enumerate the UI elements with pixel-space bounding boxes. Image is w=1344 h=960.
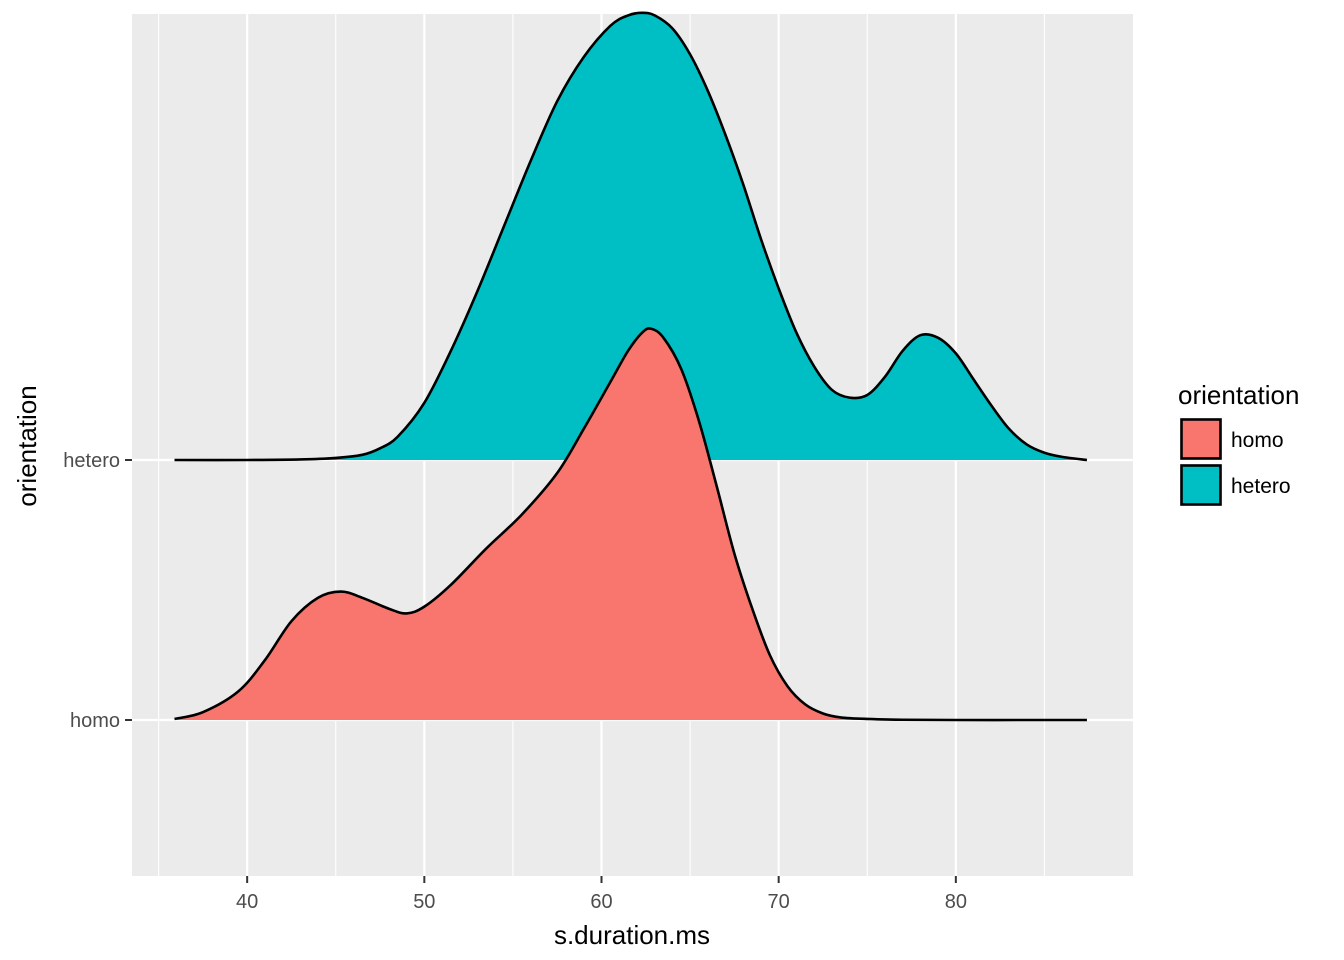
ridge-outline-hetero	[174, 11, 1088, 462]
ridge-fill-hetero	[174, 12, 1087, 461]
legend-label-hetero: hetero	[1231, 475, 1291, 498]
y-tick-label-hetero: hetero	[63, 450, 120, 472]
legend-swatch-hetero	[1180, 464, 1222, 506]
axes: 40 50 60 70 80 homo hetero	[63, 450, 967, 913]
x-tick-label: 40	[236, 891, 258, 913]
x-tick-label: 70	[768, 891, 790, 913]
x-tick-label: 60	[590, 891, 612, 913]
legend-swatch-homo	[1180, 418, 1222, 460]
legend-title: orientation	[1178, 380, 1299, 410]
x-tick-label: 80	[945, 891, 967, 913]
density-ridges	[174, 11, 1088, 722]
y-axis-title: orientation	[12, 385, 42, 506]
x-axis-title: s.duration.ms	[554, 920, 710, 950]
y-tick-label-homo: homo	[70, 710, 120, 732]
x-tick-label: 50	[413, 891, 435, 913]
legend-label-homo: homo	[1231, 429, 1284, 452]
legend: orientation homo hetero	[1178, 380, 1299, 506]
ridge-outline-homo	[174, 327, 1087, 722]
ridge-fill-homo	[174, 328, 1087, 721]
